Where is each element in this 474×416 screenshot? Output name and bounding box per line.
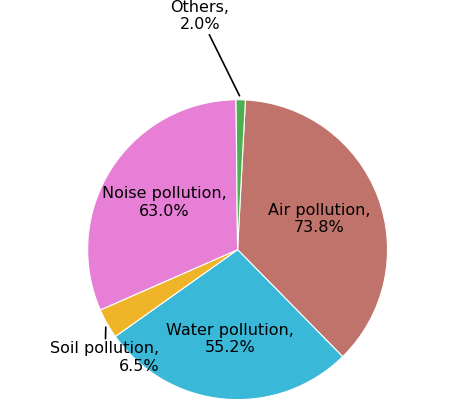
Text: Air pollution,
73.8%: Air pollution, 73.8%: [268, 203, 370, 235]
Text: Others,
2.0%: Others, 2.0%: [171, 0, 239, 96]
Text: Noise pollution,
63.0%: Noise pollution, 63.0%: [102, 186, 227, 219]
Text: Soil pollution,
6.5%: Soil pollution, 6.5%: [51, 327, 160, 374]
Wedge shape: [237, 100, 388, 357]
Wedge shape: [100, 250, 237, 337]
Wedge shape: [88, 100, 237, 310]
Text: Water pollution,
55.2%: Water pollution, 55.2%: [166, 323, 293, 356]
Wedge shape: [115, 250, 343, 400]
Wedge shape: [236, 100, 246, 250]
